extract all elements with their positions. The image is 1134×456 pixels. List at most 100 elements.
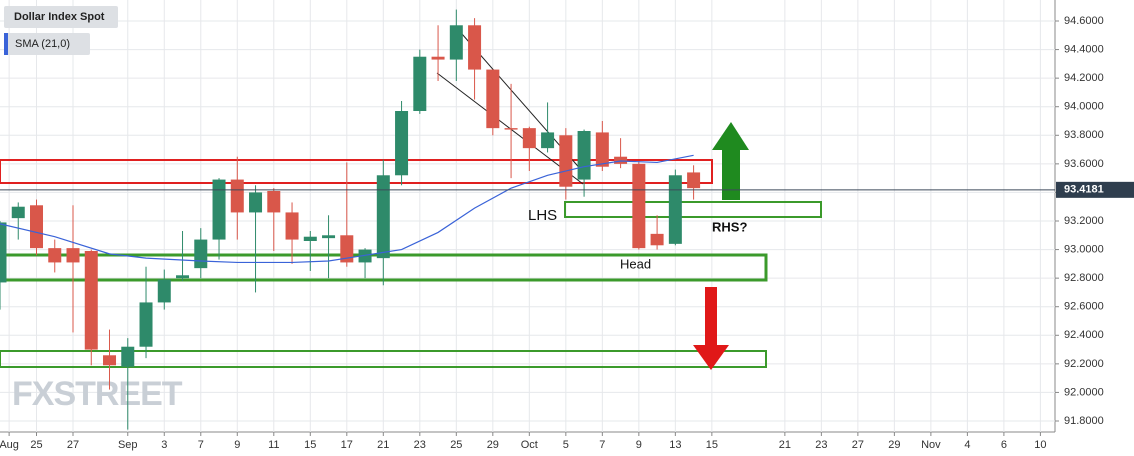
- x-tick-label: 27: [67, 439, 79, 451]
- x-tick-label: 23: [815, 439, 827, 451]
- annotation: LHS: [528, 207, 557, 224]
- candle-body: [157, 279, 171, 303]
- x-tick-label: 11: [268, 439, 279, 451]
- last-price-box: [1056, 181, 1134, 198]
- candle-body: [504, 128, 518, 130]
- x-tick-label: 10: [1034, 439, 1046, 451]
- y-tick-label: 94.2000: [1064, 72, 1104, 84]
- y-tick-label: 94.6000: [1064, 15, 1104, 27]
- x-tick-label: Sep: [118, 439, 138, 451]
- x-tick-label: 29: [487, 439, 499, 451]
- x-tick-label: Aug: [0, 439, 19, 451]
- x-tick-label: 5: [563, 439, 569, 451]
- candle-body: [358, 249, 372, 263]
- candle-body: [614, 156, 628, 164]
- x-tick-label: 27: [852, 439, 864, 451]
- y-tick-label: 92.4000: [1064, 329, 1104, 341]
- x-tick-label: 6: [1001, 439, 1007, 451]
- candle-body: [431, 56, 445, 60]
- legend-label: SMA (21,0): [15, 38, 70, 50]
- candle-body: [376, 175, 390, 259]
- down-arrow-head: [693, 345, 729, 370]
- candle-body: [84, 251, 98, 350]
- y-tick-label: 94.0000: [1064, 101, 1104, 113]
- candle-body: [577, 131, 591, 180]
- x-tick-label: 23: [414, 439, 426, 451]
- candle-body: [230, 179, 244, 213]
- x-tick-label: 21: [377, 439, 389, 451]
- candle-body: [340, 235, 354, 263]
- y-tick-label: 92.8000: [1064, 272, 1104, 284]
- candles: [0, 9, 701, 430]
- legend-box: [4, 6, 118, 28]
- x-tick-label: 17: [341, 439, 353, 451]
- up-arrow: [722, 148, 740, 200]
- y-tick-label: 93.8000: [1064, 129, 1104, 141]
- candle-body: [595, 132, 609, 167]
- x-tick-label: 9: [234, 439, 240, 451]
- x-tick-label: 7: [599, 439, 605, 451]
- candle-body: [194, 239, 208, 269]
- legend-swatch: [4, 33, 8, 55]
- candle-body: [139, 302, 153, 347]
- target-zone: [0, 350, 767, 368]
- candle-body: [522, 128, 536, 149]
- candle-body: [413, 56, 427, 111]
- candle-body: [632, 163, 646, 249]
- x-tick-label: 9: [636, 439, 642, 451]
- candle-body: [212, 179, 226, 240]
- x-tick-label: 7: [198, 439, 204, 451]
- chart-title: Dollar Index Spot: [14, 11, 105, 23]
- x-tick-label: 15: [304, 439, 316, 451]
- candle-body: [48, 248, 62, 263]
- legend-box: [4, 33, 90, 55]
- candle-body: [541, 132, 555, 149]
- candle-body: [395, 111, 409, 176]
- candle-body: [267, 191, 281, 213]
- x-tick-label: 13: [669, 439, 681, 451]
- candle-body: [687, 172, 701, 189]
- candle-body: [249, 192, 263, 213]
- candle-body: [468, 25, 482, 70]
- x-tick-label: Oct: [521, 439, 538, 451]
- candle-body: [559, 135, 573, 187]
- candle-body: [0, 222, 7, 283]
- candle-body: [322, 235, 336, 239]
- resistance-zone: [0, 159, 713, 184]
- sma-line: [0, 154, 694, 264]
- candle-body: [11, 206, 25, 219]
- grid: [0, 0, 1059, 436]
- watermark: FXSTREET: [12, 375, 183, 413]
- candle-body: [121, 346, 135, 367]
- y-tick-label: 92.0000: [1064, 386, 1104, 398]
- candle-body: [30, 205, 44, 249]
- x-tick-label: Nov: [921, 439, 941, 451]
- y-tick-label: 93.2000: [1064, 215, 1104, 227]
- candle-body: [303, 236, 317, 241]
- y-tick-label: 92.2000: [1064, 358, 1104, 370]
- candle-body: [650, 233, 664, 246]
- x-tick-label: 3: [161, 439, 167, 451]
- candle-body: [285, 212, 299, 240]
- annotation: Head: [620, 256, 651, 271]
- up-arrow-head: [712, 122, 749, 150]
- annotation: RHS?: [712, 219, 747, 234]
- candle-body: [449, 25, 463, 60]
- x-tick-label: 21: [779, 439, 791, 451]
- y-tick-label: 93.6000: [1064, 158, 1104, 170]
- y-tick-label: 91.8000: [1064, 415, 1104, 427]
- x-tick-label: 25: [30, 439, 42, 451]
- y-tick-label: 93.0000: [1064, 243, 1104, 255]
- y-tick-label: 94.4000: [1064, 43, 1104, 55]
- x-tick-label: 15: [706, 439, 718, 451]
- candle-body: [176, 275, 190, 279]
- last-price-label: 93.4181: [1064, 184, 1104, 196]
- candle-body: [66, 248, 80, 263]
- x-tick-label: 25: [450, 439, 462, 451]
- x-tick-label: 4: [964, 439, 970, 451]
- candle-body: [486, 69, 500, 129]
- y-tick-label: 92.6000: [1064, 301, 1104, 313]
- neckline-zone: [564, 201, 822, 218]
